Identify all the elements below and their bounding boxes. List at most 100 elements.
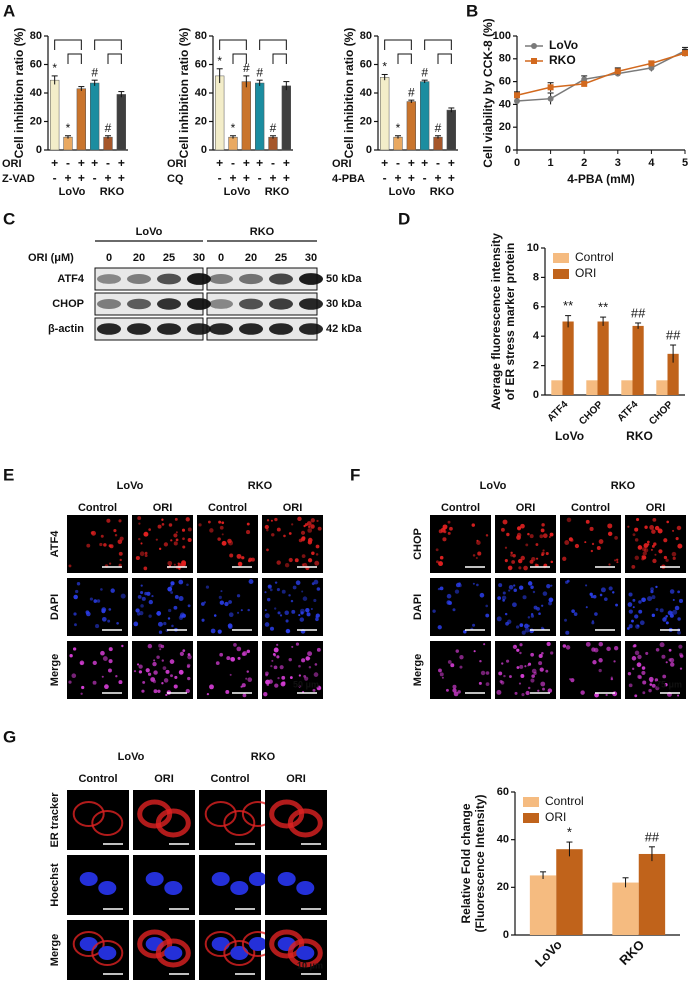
treatment-sign: + bbox=[381, 156, 388, 170]
cell-signal bbox=[68, 680, 72, 684]
cell-signal bbox=[113, 529, 117, 533]
cell-signal bbox=[612, 691, 618, 697]
cell-signal bbox=[237, 656, 241, 660]
cell-signal bbox=[295, 642, 300, 646]
blot-band bbox=[239, 323, 263, 335]
cell-signal bbox=[158, 630, 163, 634]
cell-signal bbox=[589, 592, 593, 596]
treatment-sign: + bbox=[78, 171, 85, 185]
cell-er bbox=[155, 938, 191, 968]
bar bbox=[420, 81, 430, 151]
legend-swatch bbox=[523, 797, 539, 807]
cell-signal bbox=[527, 616, 531, 619]
cell-signal bbox=[542, 591, 548, 596]
cell-signal bbox=[521, 630, 526, 635]
cell-signal bbox=[452, 608, 456, 612]
marker bbox=[547, 84, 554, 91]
cell-er bbox=[223, 940, 256, 966]
comparison-bracket bbox=[94, 39, 122, 50]
cell-signal bbox=[643, 543, 649, 548]
cell-signal bbox=[201, 618, 205, 622]
micrograph bbox=[67, 515, 128, 573]
cell-signal bbox=[637, 624, 640, 627]
cell-signal bbox=[477, 551, 482, 556]
cell-signal bbox=[549, 532, 554, 537]
cell-signal bbox=[306, 612, 311, 617]
cell-signal bbox=[300, 611, 304, 615]
cell-signal bbox=[672, 609, 678, 615]
cell-signal bbox=[645, 651, 649, 655]
cell-signal bbox=[452, 684, 457, 689]
legend-label: ORI bbox=[575, 266, 596, 280]
cell-signal bbox=[236, 594, 241, 598]
cell-signal bbox=[268, 679, 273, 684]
cell-signal bbox=[535, 543, 539, 546]
cell-signal bbox=[530, 585, 534, 589]
cell-signal bbox=[649, 683, 653, 686]
cell-signal bbox=[665, 661, 668, 664]
cell-signal bbox=[74, 623, 77, 627]
cell-signal bbox=[648, 688, 652, 693]
treatment-sign: - bbox=[93, 171, 97, 185]
cell-signal bbox=[455, 649, 459, 653]
cell-signal bbox=[479, 659, 482, 663]
cell-line-label: RKO bbox=[248, 480, 273, 492]
cell-line-label: RKO bbox=[250, 226, 275, 238]
cell-signal bbox=[140, 604, 144, 608]
treatment-name: Z-VAD bbox=[2, 173, 35, 185]
y-tick-label: 80 bbox=[360, 30, 372, 42]
cell-signal bbox=[510, 553, 513, 557]
cell-signal bbox=[101, 616, 107, 622]
cell-signal bbox=[570, 678, 575, 683]
cell-signal bbox=[133, 670, 137, 673]
cell-signal bbox=[498, 583, 503, 588]
cell-signal bbox=[181, 528, 186, 532]
cell-signal bbox=[654, 553, 657, 556]
cell-signal bbox=[506, 532, 510, 537]
cell-signal bbox=[170, 674, 173, 678]
micrograph bbox=[67, 641, 128, 699]
cell-signal bbox=[650, 590, 654, 594]
cell-signal bbox=[151, 594, 154, 598]
cell-signal bbox=[181, 560, 187, 566]
cell-signal bbox=[628, 624, 633, 629]
cell-signal bbox=[651, 613, 656, 618]
cell-signal bbox=[225, 690, 230, 694]
cell-signal bbox=[108, 608, 112, 611]
blot-band bbox=[269, 273, 293, 285]
bar bbox=[215, 75, 225, 151]
cell-signal bbox=[527, 532, 530, 536]
cell-signal bbox=[628, 683, 633, 688]
cell-signal bbox=[513, 588, 517, 592]
cell-signal bbox=[144, 551, 148, 555]
cell-signal bbox=[476, 539, 479, 542]
marker bbox=[682, 50, 688, 57]
cell-signal bbox=[439, 555, 444, 560]
cell-signal bbox=[246, 530, 251, 535]
group-label: LoVo bbox=[555, 429, 584, 443]
cell-line-label: LoVo bbox=[136, 226, 163, 238]
cell-signal bbox=[524, 623, 529, 629]
y-axis-label: Average fluorescence intensity bbox=[489, 233, 503, 410]
cell-signal bbox=[187, 537, 192, 542]
cell-signal bbox=[173, 533, 178, 538]
x-tick-label: RKO bbox=[616, 937, 647, 968]
cell-signal bbox=[676, 525, 682, 531]
cell-signal bbox=[185, 517, 190, 522]
bar bbox=[638, 853, 666, 935]
cell-signal bbox=[156, 655, 160, 659]
cell-signal bbox=[483, 643, 486, 646]
cell-signal bbox=[285, 619, 289, 623]
cell-signal bbox=[99, 542, 103, 547]
cell-signal bbox=[530, 678, 535, 683]
y-tick-label: 2 bbox=[533, 360, 539, 372]
significance-mark: * bbox=[567, 824, 572, 839]
cell-signal bbox=[607, 523, 613, 529]
group-label: RKO bbox=[430, 186, 455, 198]
cell-signal bbox=[102, 656, 108, 662]
cell-line-label: RKO bbox=[251, 751, 276, 763]
treatment-sign: + bbox=[283, 171, 290, 185]
cell-signal bbox=[298, 674, 301, 677]
cell-signal bbox=[175, 531, 178, 534]
cell-signal bbox=[152, 661, 157, 667]
